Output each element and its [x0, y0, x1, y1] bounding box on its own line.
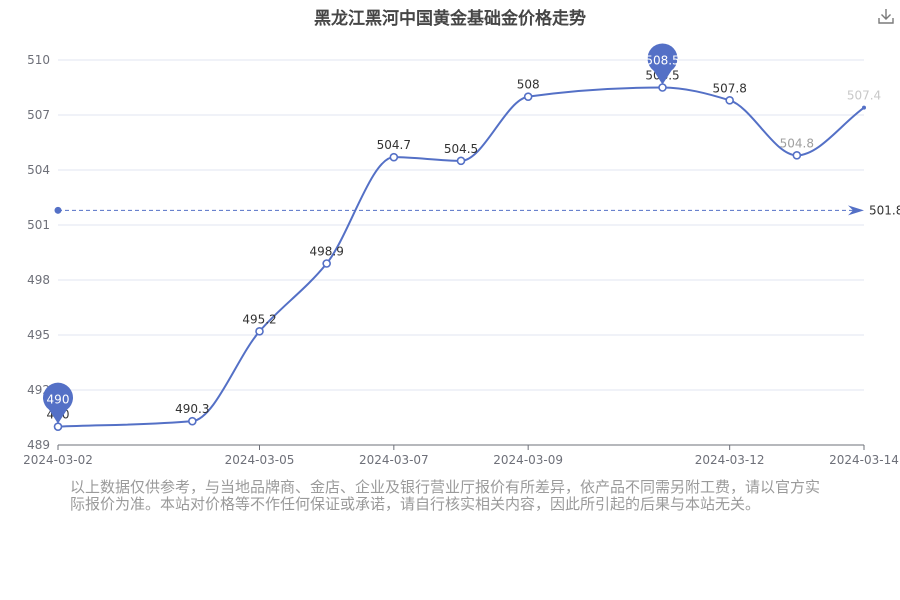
- min-pin: [43, 382, 74, 424]
- average-label: 501.8: [869, 203, 900, 217]
- max-pin: [647, 43, 678, 85]
- data-point: [862, 105, 866, 110]
- data-point: [188, 416, 197, 426]
- average-line-arrow: [848, 205, 864, 216]
- max-pin-label: 508.5: [645, 54, 679, 68]
- disclaimer-note: 以上数据仅供参考，与当地品牌商、金店、企业及银行营业厅报价有所差异，依产品不同需…: [70, 478, 821, 513]
- y-tick-label: 498: [27, 273, 50, 287]
- data-label: 507.8: [712, 81, 746, 95]
- y-tick-label: 510: [27, 53, 50, 67]
- data-point: [725, 96, 734, 105]
- x-tick-label: 2024-03-09: [493, 453, 563, 467]
- x-tick-label: 2024-03-02: [23, 453, 93, 467]
- data-point: [523, 92, 533, 101]
- x-tick-label: 2024-03-07: [359, 453, 429, 467]
- data-point: [456, 156, 466, 166]
- data-point: [255, 327, 264, 336]
- y-tick-label: 495: [27, 328, 50, 342]
- data-point: [53, 422, 63, 431]
- data-point: [389, 152, 399, 162]
- data-label: 490.3: [175, 402, 209, 416]
- y-tick-label: 489: [27, 438, 50, 452]
- x-tick-label: 2024-03-05: [225, 453, 295, 467]
- data-label: 495.2: [242, 312, 276, 326]
- data-label: 504.5: [444, 142, 478, 156]
- series-line: [57, 86, 865, 428]
- data-label: 504.7: [377, 138, 411, 152]
- y-tick-label: 504: [27, 163, 50, 177]
- data-point: [658, 83, 667, 92]
- download-icon[interactable]: [876, 6, 896, 26]
- data-label: 504.8: [780, 136, 814, 150]
- data-label: 508: [517, 78, 540, 92]
- chart-title: 黑龙江黑河中国黄金基础金价格走势: [314, 9, 586, 29]
- data-label: 507.4: [847, 89, 881, 103]
- y-tick-label: 507: [27, 108, 50, 122]
- min-pin-label: 490: [47, 393, 70, 407]
- x-tick-label: 2024-03-14: [829, 453, 899, 467]
- data-label: 498.9: [309, 245, 343, 259]
- x-tick-label: 2024-03-12: [695, 453, 765, 467]
- data-point: [792, 151, 802, 160]
- line-chart: 489 492 495 498 501 504 507 510 2024-03-02 2024-0…: [23, 43, 900, 467]
- y-tick-label: 501: [27, 218, 50, 232]
- data-point: [322, 259, 331, 268]
